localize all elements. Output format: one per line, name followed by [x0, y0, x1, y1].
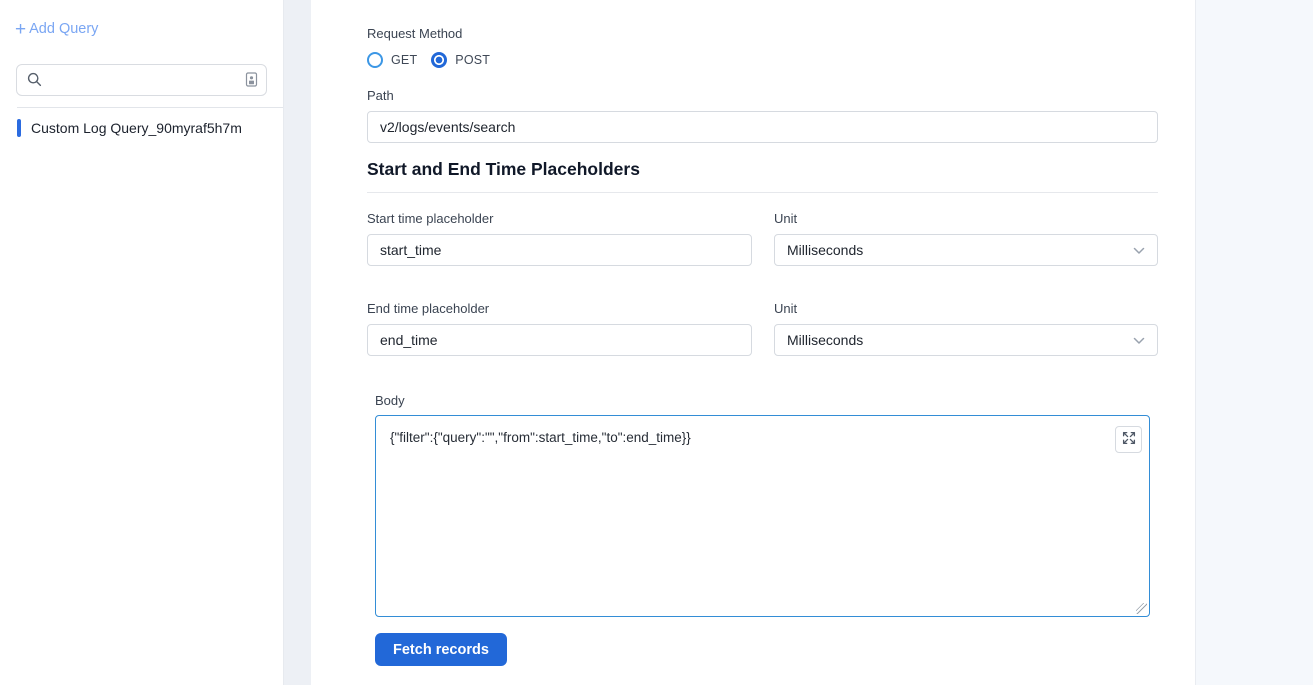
query-item-label: Custom Log Query_90myraf5h7m	[31, 119, 242, 136]
plus-icon: +	[15, 18, 27, 40]
radio-post-label: POST	[455, 53, 491, 67]
autofill-icon	[245, 71, 258, 88]
search-icon	[27, 72, 42, 87]
end-time-label: End time placeholder	[367, 301, 490, 316]
start-time-label: Start time placeholder	[367, 211, 494, 226]
path-input[interactable]	[367, 111, 1158, 143]
radio-get[interactable]: GET	[367, 52, 417, 68]
expand-button[interactable]	[1115, 426, 1142, 453]
start-time-input[interactable]	[367, 234, 752, 266]
left-gutter	[284, 0, 311, 685]
fetch-records-button[interactable]: Fetch records	[375, 633, 507, 666]
query-list-item[interactable]: Custom Log Query_90myraf5h7m	[17, 108, 283, 137]
start-unit-label: Unit	[774, 211, 798, 226]
body-textarea[interactable]: {"filter":{"query":"","from":start_time,…	[375, 415, 1150, 617]
placeholders-heading: Start and End Time Placeholders	[367, 159, 640, 179]
radio-post[interactable]: POST	[431, 52, 490, 68]
chevron-down-icon	[1133, 242, 1145, 258]
query-config-panel: Request Method GET POST Path Start and E…	[311, 0, 1195, 685]
body-section: Body {"filter":{"query":"","from":start_…	[375, 394, 1150, 617]
add-query-button[interactable]: + Add Query	[15, 18, 99, 40]
radio-circle-icon	[367, 52, 383, 68]
body-label: Body	[375, 393, 405, 408]
chevron-down-icon	[1133, 332, 1145, 348]
end-unit-label: Unit	[774, 301, 798, 316]
right-rail	[1195, 0, 1313, 685]
add-query-label: Add Query	[29, 21, 99, 37]
radio-circle-icon	[431, 52, 448, 68]
start-unit-value: Milliseconds	[787, 242, 864, 258]
request-method-label: Request Method	[367, 26, 463, 41]
resize-handle[interactable]	[1136, 603, 1147, 614]
radio-get-label: GET	[391, 53, 418, 67]
end-unit-value: Milliseconds	[787, 332, 864, 348]
selected-indicator	[17, 118, 21, 137]
start-unit-select[interactable]: Milliseconds	[774, 234, 1158, 266]
search-input[interactable]	[49, 71, 245, 88]
section-divider	[367, 192, 1158, 193]
query-list: Custom Log Query_90myraf5h7m	[17, 106, 283, 137]
end-unit-select[interactable]: Milliseconds	[774, 324, 1158, 356]
query-sidebar: + Add Query Custom Log Query_90myraf5h7m	[0, 0, 284, 685]
expand-icon	[1122, 431, 1136, 448]
query-search-box[interactable]	[16, 63, 267, 96]
path-label: Path	[367, 88, 394, 103]
request-method-group: GET POST	[367, 52, 1158, 68]
end-time-input[interactable]	[367, 324, 752, 356]
